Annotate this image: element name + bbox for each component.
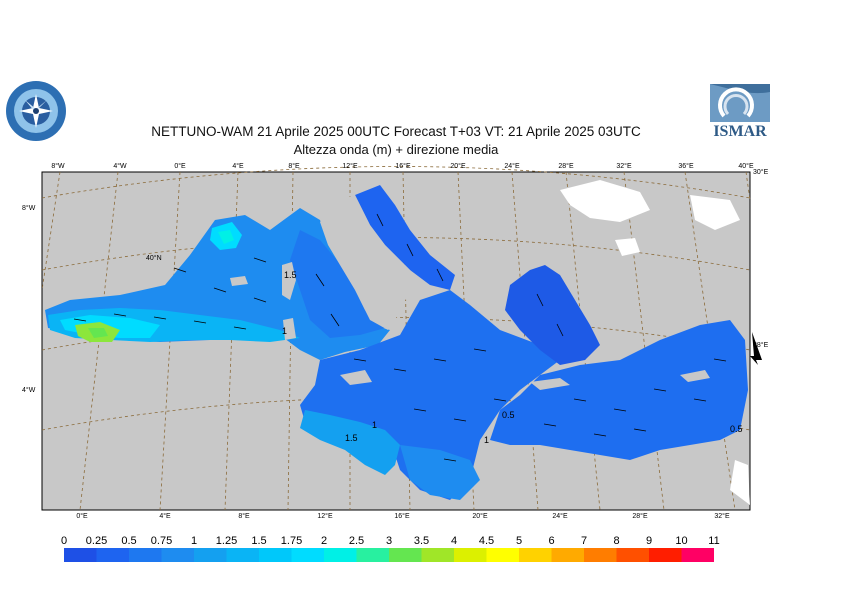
legend-swatch (551, 548, 584, 562)
legend-swatch (161, 548, 194, 562)
legend-label: 0.5 (121, 535, 136, 547)
islands (230, 262, 710, 390)
lat-label-left: 8°W (22, 204, 36, 212)
map-title: NETTUNO-WAM 21 Aprile 2025 00UTC Forecas… (151, 124, 641, 139)
sicily-channel (300, 410, 400, 475)
map-subtitle: Altezza onda (m) + direzione media (293, 142, 499, 157)
balearic-core (218, 230, 234, 244)
contour-label: 1.5 (284, 270, 297, 280)
lon-label-top: 12°E (342, 162, 358, 170)
inner-label: 40°N (146, 254, 162, 262)
legend-label: 10 (675, 535, 687, 547)
legend-swatch (584, 548, 617, 562)
lon-label-bottom: 4°E (159, 512, 171, 520)
lon-label-bottom: 24°E (552, 512, 568, 520)
inner-label: 30°E (753, 168, 769, 176)
legend-swatch (194, 548, 227, 562)
contour-label: 1 (372, 420, 377, 430)
legend-label: 8 (613, 535, 619, 547)
ionian-sea (300, 290, 560, 500)
legend-swatch (129, 548, 162, 562)
legend-swatch (681, 548, 714, 562)
gulf-of-sirte (400, 445, 480, 500)
legend-swatch (486, 548, 519, 562)
legend-swatches (64, 548, 714, 562)
legend-swatch (64, 548, 97, 562)
legend-swatch (616, 548, 649, 562)
lon-label-top: 4°W (113, 162, 127, 170)
lon-label-bottom: 12°E (317, 512, 333, 520)
legend-label: 0 (61, 535, 67, 547)
nodata-patches (560, 180, 750, 505)
legend-swatch (259, 548, 292, 562)
lon-label-bottom: 16°E (394, 512, 410, 520)
wave-height-map: 1 1.5 0.5 1 1.5 1 0.5 8°W 4°W 0°E 4°E 8°… (22, 162, 769, 520)
legend-label: 3 (386, 535, 392, 547)
legend-label: 4 (451, 535, 457, 547)
legend-label: 4.5 (479, 535, 494, 547)
legend-label: 2.5 (349, 535, 364, 547)
legend-swatch (96, 548, 129, 562)
legend-swatch (421, 548, 454, 562)
lon-label-top: 0°E (174, 162, 186, 170)
legend-swatch (454, 548, 487, 562)
legend-swatch (226, 548, 259, 562)
lon-label-top: 8°E (288, 162, 300, 170)
lon-label-top: 36°E (678, 162, 694, 170)
italy-land (320, 195, 425, 330)
legend-label: 0.25 (86, 535, 107, 547)
legend-swatch (324, 548, 357, 562)
legend-swatch (649, 548, 682, 562)
alboran-hotspot-core (88, 328, 108, 338)
lon-label-top: 16°E (395, 162, 411, 170)
lon-label-bottom: 20°E (472, 512, 488, 520)
legend-swatch (291, 548, 324, 562)
lon-label-bottom: 0°E (76, 512, 88, 520)
contour-label: 0.5 (730, 424, 743, 434)
legend-label: 0.75 (151, 535, 172, 547)
legend-labels: 0 0.25 0.5 0.75 1 1.25 1.5 1.75 2 2.5 3 3.5 4 4.5 5 6 7 8… (61, 535, 720, 547)
legend-label: 2 (321, 535, 327, 547)
contour-label: 1.5 (345, 433, 358, 443)
nettuno-logo (6, 81, 66, 141)
legend-label: 6 (548, 535, 554, 547)
legend-label: 1.5 (251, 535, 266, 547)
lon-label-top: 4°E (232, 162, 244, 170)
inner-label: 38°E (753, 341, 769, 349)
lon-label-bottom: 28°E (632, 512, 648, 520)
legend-label: 1.25 (216, 535, 237, 547)
legend-swatch (356, 548, 389, 562)
color-legend: 0 0.25 0.5 0.75 1 1.25 1.5 1.75 2 2.5 3 3.5 4 4.5 5 6 7 8… (61, 535, 720, 562)
legend-label: 7 (581, 535, 587, 547)
sea-areas (45, 185, 748, 500)
legend-label: 1 (191, 535, 197, 547)
legend-label: 5 (516, 535, 522, 547)
legend-label: 11 (708, 535, 719, 547)
levantine-sea (490, 320, 748, 460)
tyrrhenian-sea (290, 230, 385, 338)
contour-label: 1 (282, 326, 287, 336)
legend-label: 1.75 (281, 535, 302, 547)
legend-label: 9 (646, 535, 652, 547)
legend-swatch (519, 548, 552, 562)
contour-label: 1 (484, 435, 489, 445)
adriatic-sea (355, 185, 455, 290)
direction-arrows (73, 213, 727, 462)
ismar-logo-text: ISMAR (713, 123, 767, 140)
ismar-logo: ISMAR (708, 78, 772, 142)
lon-label-bottom: 8°E (238, 512, 250, 520)
lon-label-top: 28°E (558, 162, 574, 170)
aegean-sea (505, 265, 600, 365)
lon-label-bottom: 32°E (714, 512, 730, 520)
legend-label: 3.5 (414, 535, 429, 547)
lon-label-top: 24°E (504, 162, 520, 170)
lon-label-top: 40°E (738, 162, 754, 170)
lon-label-top: 32°E (616, 162, 632, 170)
contour-label: 0.5 (502, 410, 515, 420)
lon-label-top: 20°E (450, 162, 466, 170)
legend-swatch (389, 548, 422, 562)
lon-label-top: 8°W (51, 162, 65, 170)
edge-arrow (750, 332, 762, 365)
lat-label-left: 4°W (22, 386, 36, 394)
